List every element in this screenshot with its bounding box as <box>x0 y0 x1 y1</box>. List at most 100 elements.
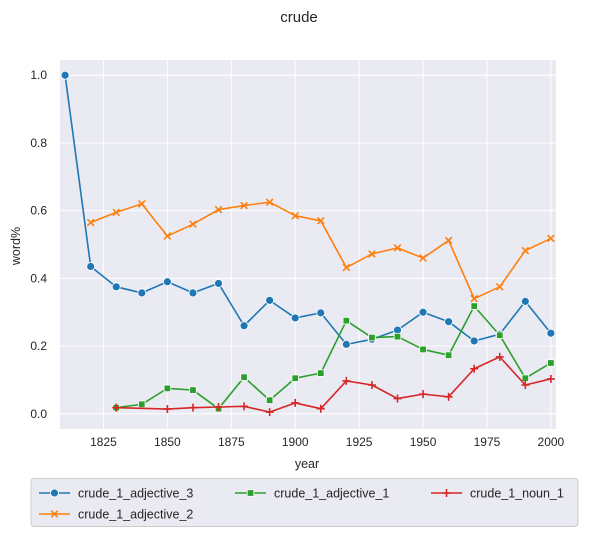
data-point <box>418 307 428 317</box>
data-point <box>290 313 300 323</box>
data-point <box>291 398 300 407</box>
chart-title: crude <box>280 9 318 26</box>
data-point <box>316 308 326 318</box>
data-point <box>317 369 325 377</box>
data-point <box>341 339 351 349</box>
data-point <box>265 295 275 305</box>
series-4 <box>112 352 555 417</box>
data-point <box>188 288 198 298</box>
x-tick-label: 1950 <box>410 435 437 449</box>
legend-swatch-marker <box>50 510 59 518</box>
data-point <box>419 390 428 399</box>
legend-label: crude_1_adjective_1 <box>274 487 389 501</box>
data-point <box>111 282 121 292</box>
data-point <box>521 246 530 255</box>
data-point <box>137 288 147 298</box>
data-point <box>444 392 453 401</box>
x-tick-label: 1925 <box>346 435 373 449</box>
data-point <box>239 321 249 331</box>
data-point <box>162 277 172 287</box>
grid-lines <box>60 60 556 429</box>
data-point <box>547 234 555 243</box>
data-point <box>470 302 478 310</box>
data-point <box>546 328 556 338</box>
x-axis-label: year <box>295 457 319 471</box>
data-point <box>137 200 146 208</box>
data-point <box>214 279 223 288</box>
x-tick-label: 1850 <box>154 435 181 449</box>
data-point <box>393 394 402 403</box>
data-point <box>240 201 248 210</box>
data-point <box>265 198 274 207</box>
data-point <box>520 296 530 306</box>
data-point <box>444 236 453 245</box>
data-point <box>163 232 172 240</box>
data-point <box>265 408 274 417</box>
y-tick-label: 0.6 <box>30 204 47 218</box>
legend: crude_1_adjective_3 crude_1_adjective_1 cr… <box>30 478 579 527</box>
data-point <box>214 402 223 411</box>
data-point <box>112 403 121 412</box>
data-point <box>86 262 96 271</box>
data-point <box>496 331 504 339</box>
x-axis-ticks: 1825 1850 1875 1900 1925 1950 1975 2000 <box>90 435 564 449</box>
series-group <box>60 70 556 417</box>
data-point <box>547 359 555 367</box>
data-point <box>495 282 504 291</box>
data-point <box>240 373 248 381</box>
data-point <box>189 386 197 394</box>
data-point <box>419 254 427 262</box>
data-point <box>521 380 530 389</box>
y-tick-label: 1.0 <box>30 68 47 82</box>
data-point <box>240 402 249 411</box>
data-point <box>444 317 454 327</box>
data-point <box>470 294 479 303</box>
data-point <box>163 384 172 393</box>
plot-area <box>60 60 556 429</box>
y-tick-label: 0.8 <box>30 136 47 150</box>
data-point <box>470 364 479 373</box>
data-point <box>393 244 402 252</box>
legend-swatch-marker <box>246 489 255 497</box>
x-tick-label: 1875 <box>218 435 245 449</box>
x-tick-label: 1975 <box>474 435 501 449</box>
data-point <box>342 263 351 272</box>
y-tick-label: 0.4 <box>30 271 47 285</box>
data-point <box>342 376 351 385</box>
data-point <box>419 345 427 354</box>
x-tick-label: 1900 <box>282 435 309 449</box>
data-point <box>368 250 376 258</box>
y-axis-label: word% <box>9 227 23 266</box>
data-point <box>316 404 325 413</box>
legend-label: crude_1_noun_1 <box>470 487 564 501</box>
data-point <box>112 208 121 217</box>
data-point <box>138 400 146 408</box>
legend-item: crude_1_noun_1 <box>431 487 564 501</box>
data-point <box>444 351 453 359</box>
series-line <box>64 75 552 346</box>
legend-item: crude_1_adjective_1 <box>235 487 389 501</box>
data-point <box>367 380 376 389</box>
data-point <box>316 216 325 225</box>
data-point <box>189 220 197 229</box>
data-point <box>342 316 351 325</box>
data-point <box>163 405 172 414</box>
data-point <box>521 374 530 382</box>
legend-label: crude_1_adjective_3 <box>78 487 193 501</box>
legend-swatch-marker <box>50 488 59 498</box>
legend-item: crude_1_adjective_3 <box>39 487 193 501</box>
data-point <box>393 332 402 341</box>
legend-item: crude_1_adjective_2 <box>39 508 193 522</box>
data-point <box>291 374 299 382</box>
data-point <box>214 205 223 214</box>
data-point <box>188 403 197 412</box>
data-point <box>546 374 555 383</box>
y-axis-ticks: 0.0 0.2 0.4 0.6 0.8 1.0 <box>30 68 47 421</box>
data-point <box>495 352 504 361</box>
data-point <box>469 336 479 346</box>
data-point <box>265 396 274 404</box>
data-point <box>368 333 376 342</box>
legend-frame <box>30 478 579 527</box>
series-line <box>116 305 552 410</box>
